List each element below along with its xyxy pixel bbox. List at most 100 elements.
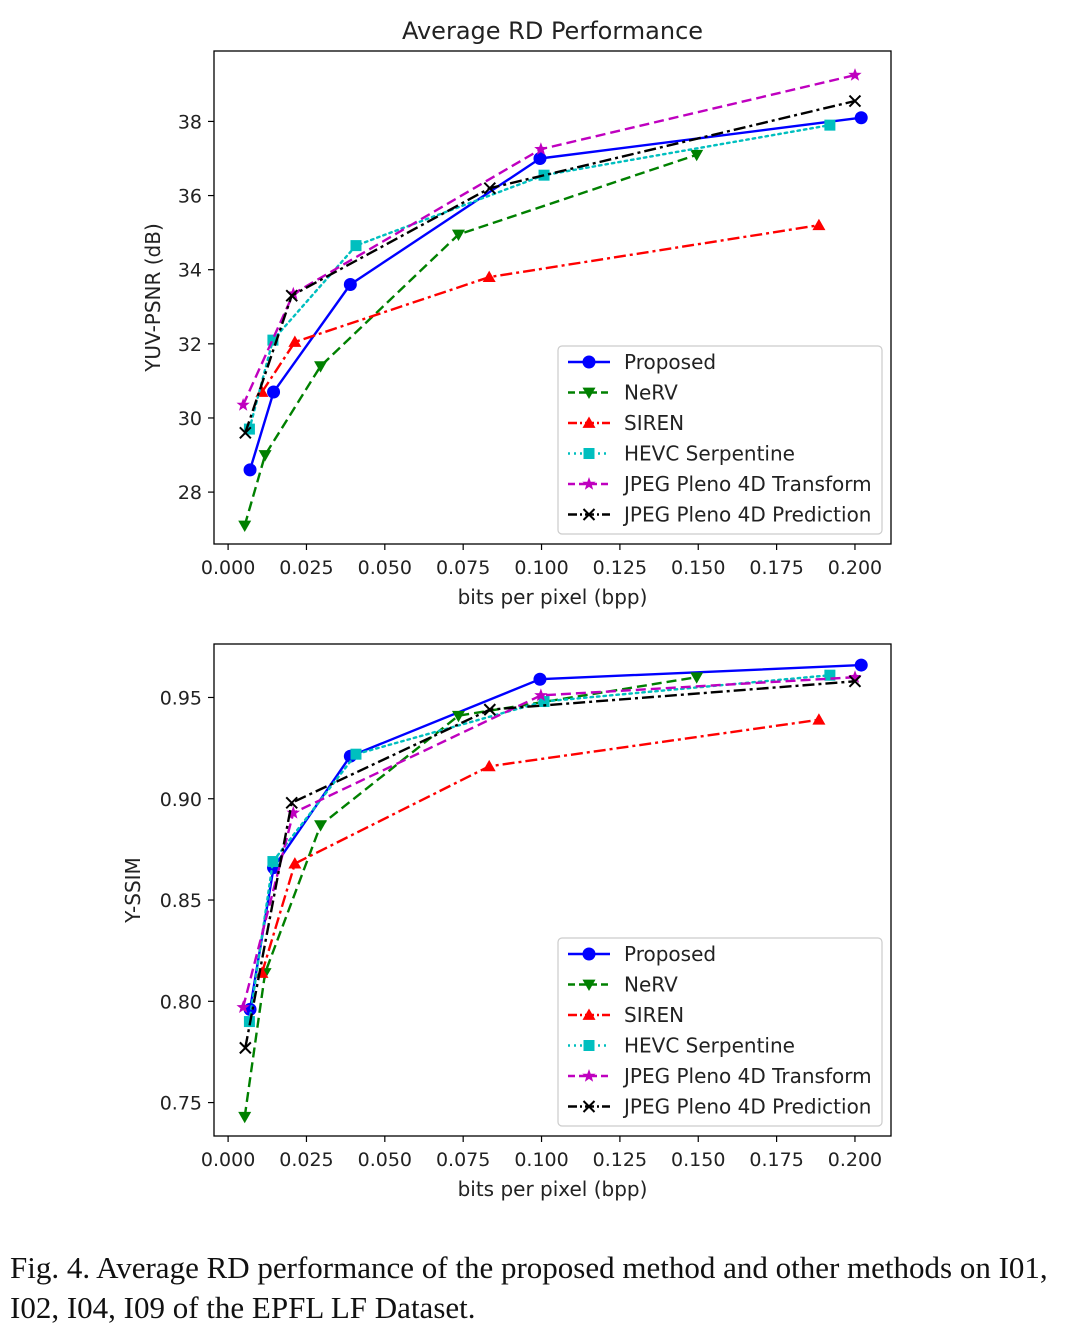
x-tick-label: 0.050 [358,557,412,579]
legend-marker [583,448,595,459]
legend-label: NeRV [624,973,678,997]
data-point [690,149,704,162]
data-point [483,703,497,716]
plot-area [236,658,868,1124]
legend-label: JPEG Pleno 4D Transform [622,472,872,496]
y-tick-label: 0.85 [160,890,202,912]
x-tick-label: 0.075 [436,557,490,579]
y-tick-label: 0.90 [160,789,202,811]
x-tick-label: 0.200 [828,1149,882,1171]
y-tick-label: 34 [178,260,202,282]
series-nerv [238,149,704,532]
legend-marker [582,979,596,991]
data-point [258,450,272,462]
data-point [812,218,826,231]
chart-title: Average RD Performance [402,17,703,45]
legend-marker [582,508,596,521]
y-tick-label: 0.80 [160,991,202,1013]
data-point [236,398,250,411]
x-tick-label: 0.175 [749,557,803,579]
y-axis-label: YUV-PSNR (dB) [141,223,165,373]
legend-box [557,345,883,535]
x-tick-label: 0.075 [436,1149,490,1171]
data-point [350,240,362,252]
y-tick-label: 36 [178,186,202,208]
data-point [482,270,496,282]
data-point [690,672,704,684]
data-point [239,1041,252,1055]
data-point [238,520,252,532]
legend-label: Proposed [624,942,716,966]
legend-label: SIREN [624,1003,684,1027]
data-point [238,1111,252,1124]
x-tick-label: 0.025 [279,1149,333,1171]
data-point [314,361,328,373]
series-line [260,718,820,974]
data-point [243,463,257,477]
data-point [848,670,862,683]
x-tick-label: 0.100 [514,557,568,579]
legend-label: NeRV [624,381,678,405]
legend-marker [582,1008,596,1020]
data-point [533,151,547,165]
chart-2: 0.000 0.025 0.050 0.075 0.100 0.125 0.150 0.175… [121,643,892,1201]
plot-area [236,68,868,532]
x-tick-label: 0.125 [593,1149,647,1171]
legend-label: JPEG Pleno 4D Transform [622,1064,872,1088]
y-tick-label: 32 [178,334,202,356]
legend-label: JPEG Pleno 4D Prediction [622,1095,871,1119]
data-point [483,181,497,195]
data-point [286,805,300,819]
legend: Proposed NeRV SIREN HEVC Serpentine JPEG Ple… [557,937,883,1127]
legend-marker [582,416,596,428]
y-tick-label: 30 [178,408,202,430]
legend-box [557,937,883,1127]
data-point [239,426,252,440]
series-line [243,153,698,526]
x-tick-label: 0.150 [671,1149,725,1171]
data-point [350,748,362,760]
series-jpeg-pleno-4d-prediction [239,675,862,1055]
legend-marker [582,355,596,369]
data-point [848,68,862,81]
data-point [854,658,868,672]
series-line [244,680,856,1049]
data-point [343,278,357,292]
series-line [244,99,856,434]
data-point [267,385,281,399]
plot-frame [213,50,892,545]
data-point [451,229,465,241]
legend-label: Proposed [624,350,716,374]
data-point [812,713,826,725]
series-line [242,73,856,406]
figure-canvas: Average RD Performance 0.000 0.025 0.050 0.0… [121,17,892,1201]
data-point [285,796,298,810]
plot-frame [213,643,892,1137]
legend-label: HEVC Serpentine [624,1034,795,1058]
figure-caption: Fig. 4. Average RD performance of the pr… [10,1250,1048,1325]
legend-marker [582,1069,596,1082]
data-point [267,856,279,868]
x-axis-label: bits per pixel (bpp) [458,585,648,609]
series-jpeg-pleno-4d-transform [236,670,862,1013]
legend-marker [582,387,596,399]
x-tick-label: 0.100 [514,1149,568,1171]
data-point [533,672,547,686]
x-axis-label: bits per pixel (bpp) [458,1177,648,1201]
data-point [451,710,465,723]
x-tick-label: 0.125 [593,557,647,579]
series-line [248,674,832,1023]
legend-marker [583,1040,595,1051]
x-tick-label: 0.200 [828,557,882,579]
x-tick-label: 0.000 [201,1149,255,1171]
legend-marker [582,947,596,961]
data-point [854,111,868,125]
data-point [538,696,550,708]
data-point [848,94,862,108]
legend-marker [582,477,596,490]
y-tick-label: 28 [178,482,202,504]
legend: Proposed NeRV SIREN HEVC Serpentine JPEG Ple… [557,345,883,535]
data-point [285,289,298,302]
legend-label: HEVC Serpentine [624,442,795,466]
data-point [534,688,548,702]
